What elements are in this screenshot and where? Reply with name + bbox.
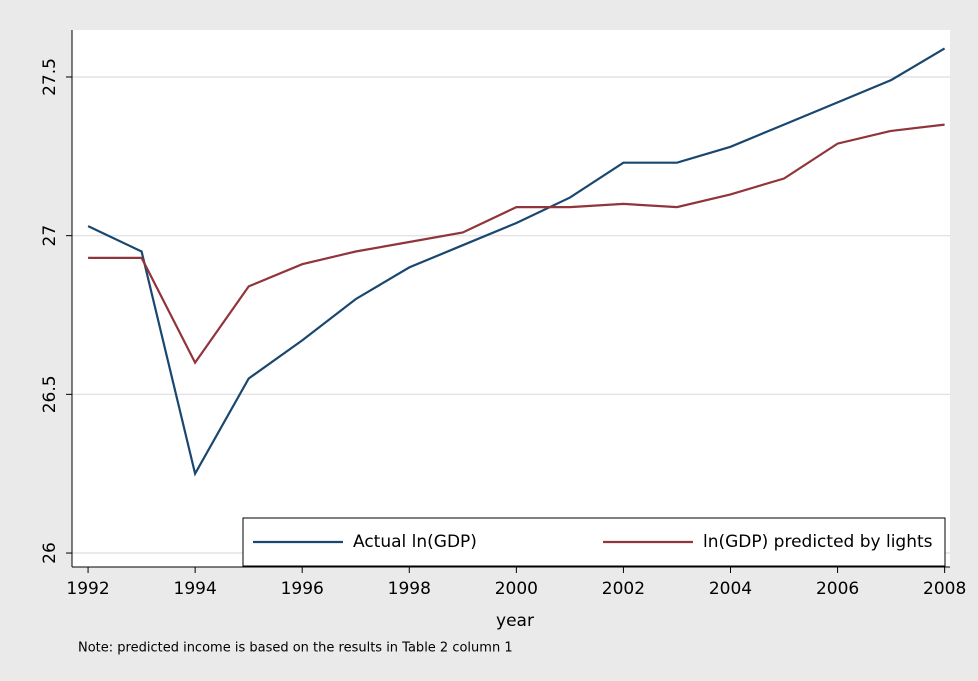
x-tick-label: 2006 xyxy=(816,579,859,599)
x-tick-label: 1994 xyxy=(174,579,217,599)
legend-label: ln(GDP) predicted by lights xyxy=(703,532,933,552)
x-tick-label: 2004 xyxy=(709,579,752,599)
x-axis-label: year xyxy=(496,611,534,631)
x-tick-label: 1996 xyxy=(281,579,324,599)
plot-area xyxy=(72,30,950,567)
legend: Actual ln(GDP) ln(GDP) predicted by light… xyxy=(242,517,946,567)
legend-box xyxy=(242,517,946,567)
x-tick-label: 1998 xyxy=(388,579,431,599)
data-line xyxy=(87,47,946,477)
x-tick-label: 2008 xyxy=(923,579,966,599)
y-tick-label: 27.5 xyxy=(40,58,60,96)
y-tick-label: 27 xyxy=(40,225,60,247)
x-tick-label: 2000 xyxy=(495,579,538,599)
y-tick-label: 26.5 xyxy=(40,375,60,413)
data-line xyxy=(88,123,945,365)
legend-label: Actual ln(GDP) xyxy=(353,532,477,552)
note: Note: predicted income is based on the r… xyxy=(78,641,513,656)
x-tick-label: 1992 xyxy=(66,579,109,599)
x-tick-label: 2002 xyxy=(602,579,645,599)
y-tick-label: 26 xyxy=(40,542,60,564)
